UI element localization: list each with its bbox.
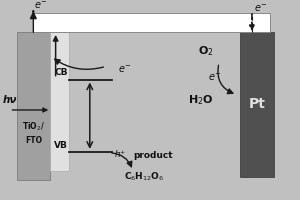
FancyArrowPatch shape bbox=[55, 59, 104, 69]
Text: product: product bbox=[133, 151, 172, 160]
Text: H$_2$O: H$_2$O bbox=[188, 94, 214, 107]
Text: e$^{-}$: e$^{-}$ bbox=[118, 64, 131, 75]
Bar bbox=[50, 32, 69, 171]
Text: e$^{-}$: e$^{-}$ bbox=[34, 0, 47, 11]
FancyArrowPatch shape bbox=[218, 65, 233, 94]
FancyArrowPatch shape bbox=[112, 153, 132, 167]
Bar bbox=[17, 32, 50, 180]
Text: O$_2$: O$_2$ bbox=[198, 44, 214, 58]
Text: e$^{-}$: e$^{-}$ bbox=[208, 72, 221, 83]
Text: FTO: FTO bbox=[25, 136, 42, 145]
Bar bbox=[32, 13, 270, 32]
Text: C$_6$H$_{12}$O$_6$: C$_6$H$_{12}$O$_6$ bbox=[124, 170, 164, 183]
Text: h$^{+}$: h$^{+}$ bbox=[114, 148, 126, 160]
Text: CB: CB bbox=[54, 68, 68, 77]
Text: hν: hν bbox=[2, 95, 17, 105]
Text: Pt: Pt bbox=[248, 97, 266, 111]
Bar bbox=[240, 32, 274, 177]
Text: TiO$_2$/: TiO$_2$/ bbox=[22, 121, 45, 133]
Text: VB: VB bbox=[54, 141, 68, 150]
Text: e$^{-}$: e$^{-}$ bbox=[254, 3, 267, 14]
